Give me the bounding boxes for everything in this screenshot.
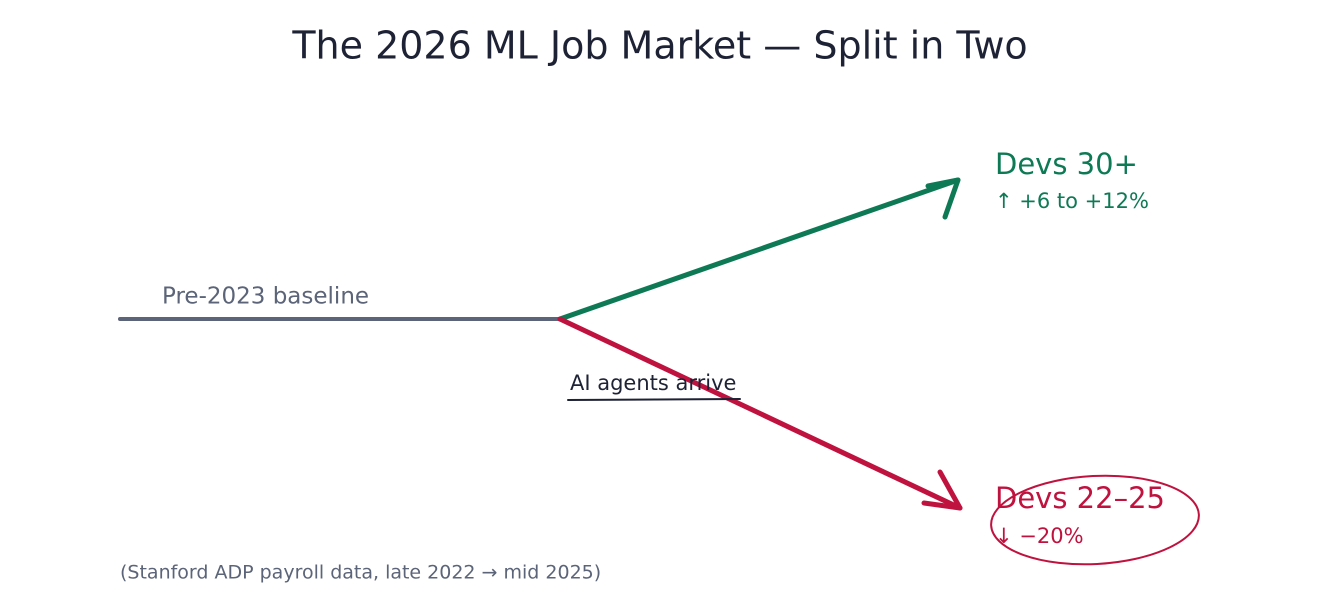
branch-label: Devs 22–25 — [995, 481, 1165, 515]
branch-label: Devs 30+ — [995, 147, 1138, 181]
branch-change: ↑ +6 to +12% — [995, 189, 1149, 213]
event-label: AI agents arrive — [570, 371, 736, 395]
down-arrow — [557, 316, 963, 511]
down-arrowhead — [921, 469, 963, 511]
up-arrow — [557, 177, 961, 322]
highlight-circle — [990, 474, 1200, 566]
baseline-label: Pre-2023 baseline — [162, 284, 369, 310]
caption: (Stanford ADP payroll data, late 2022 → … — [120, 562, 601, 584]
title: The 2026 ML Job Market — Split in Two — [291, 24, 1027, 68]
event-underline — [567, 398, 741, 401]
up-arrowhead — [925, 177, 961, 220]
branch-change: ↓ −20% — [995, 524, 1084, 548]
